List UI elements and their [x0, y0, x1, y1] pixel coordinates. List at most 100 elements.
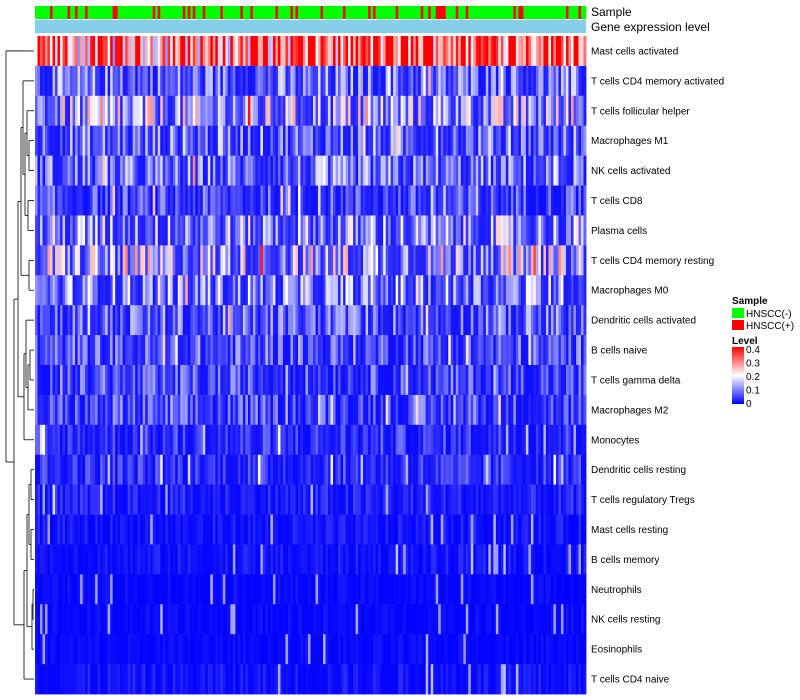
- heatmap-cell: [210, 215, 214, 246]
- heatmap-cell: [155, 365, 159, 396]
- heatmap-cell: [398, 36, 402, 67]
- heatmap-cell: [375, 394, 379, 426]
- heatmap-cell: [358, 634, 361, 665]
- heatmap-cell: [410, 544, 414, 575]
- heatmap-cell: [463, 125, 467, 157]
- heatmap-cell: [177, 365, 181, 396]
- heatmap-cell: [62, 365, 66, 396]
- heatmap-cell: [463, 65, 467, 97]
- heatmap-cell: [270, 544, 274, 575]
- heatmap-cell: [160, 95, 164, 127]
- heatmap-cell: [520, 245, 524, 276]
- heatmap-cell: [207, 65, 211, 97]
- heatmap-cell: [165, 574, 169, 605]
- heatmap-cell: [152, 424, 156, 456]
- heatmap-cell: [65, 394, 68, 426]
- heatmap-cell: [240, 394, 244, 426]
- heatmap-cell: [373, 424, 377, 456]
- heatmap-cell: [230, 454, 234, 486]
- heatmap-cell: [100, 36, 104, 67]
- heatmap-cell: [67, 365, 71, 396]
- heatmap-cell: [67, 544, 71, 575]
- heatmap-cell: [540, 394, 544, 426]
- heatmap-cell: [287, 305, 291, 336]
- heatmap-cell: [127, 484, 131, 515]
- heatmap-cell: [378, 305, 382, 336]
- heatmap-cell: [570, 394, 574, 426]
- heatmap-cell: [503, 544, 507, 575]
- heatmap-cell: [440, 305, 444, 336]
- heatmap-cell: [548, 36, 552, 67]
- heatmap-cell: [418, 335, 422, 366]
- heatmap-cell: [240, 245, 244, 276]
- heatmap-cell: [340, 305, 344, 336]
- heatmap-cell: [47, 604, 51, 635]
- heatmap-cell: [438, 514, 442, 545]
- heatmap-cell: [260, 245, 264, 276]
- heatmap-cell: [498, 185, 502, 216]
- heatmap-cell: [50, 95, 53, 127]
- heatmap-cell: [260, 365, 264, 396]
- heatmap-cell: [245, 305, 249, 336]
- heatmap-cell: [102, 155, 106, 186]
- heatmap-cell: [320, 484, 324, 515]
- heatmap-cell: [130, 275, 134, 306]
- heatmap-cell: [505, 394, 509, 426]
- heatmap-cell: [313, 574, 316, 605]
- heatmap-cell: [265, 305, 269, 336]
- heatmap-cell: [373, 544, 377, 575]
- heatmap-cell: [212, 424, 216, 456]
- heatmap-cell: [568, 185, 572, 216]
- heatmap-cell: [390, 245, 394, 276]
- heatmap-cell: [145, 215, 149, 246]
- heatmap-cell: [485, 305, 489, 336]
- heatmap-cell: [290, 544, 294, 575]
- heatmap-cell: [318, 185, 321, 216]
- heatmap-cell: [575, 36, 579, 67]
- heatmap-cell: [40, 95, 43, 127]
- heatmap-cell: [468, 275, 472, 306]
- heatmap-cell: [182, 604, 186, 635]
- heatmap-cell: [330, 634, 334, 665]
- heatmap-cell: [115, 335, 119, 366]
- heatmap-cell: [385, 604, 389, 635]
- heatmap-cell: [300, 365, 304, 396]
- heatmap-cell: [420, 634, 424, 665]
- heatmap-cell: [100, 544, 104, 575]
- heatmap-cell: [47, 424, 51, 456]
- heatmap-cell: [400, 215, 404, 246]
- heatmap-cell: [343, 394, 346, 426]
- heatmap-cell: [380, 514, 384, 545]
- heatmap-cell: [140, 245, 144, 276]
- heatmap-cell: [67, 484, 71, 515]
- heatmap-cell: [227, 36, 231, 67]
- heatmap-cell: [112, 394, 116, 426]
- heatmap-cell: [297, 604, 301, 635]
- heatmap-cell: [508, 365, 512, 396]
- heatmap-cell: [400, 484, 404, 515]
- heatmap-cell: [227, 215, 231, 246]
- heatmap-cell: [147, 65, 151, 97]
- heatmap-cell: [418, 514, 422, 545]
- heatmap-cell: [513, 125, 517, 157]
- heatmap-cell: [370, 544, 374, 575]
- heatmap-cell: [430, 185, 434, 216]
- heatmap-cell: [338, 95, 341, 127]
- heatmap-cell: [170, 574, 174, 605]
- heatmap-cell: [508, 185, 512, 216]
- heatmap-cell: [35, 36, 38, 67]
- heatmap-cell: [548, 305, 552, 336]
- heatmap-cell: [545, 634, 549, 665]
- heatmap-cell: [47, 185, 51, 216]
- sample-annotation-cell: [247, 6, 251, 19]
- heatmap-cell: [340, 574, 344, 605]
- heatmap-cell: [130, 544, 134, 575]
- heatmap-cell: [555, 275, 559, 306]
- heatmap-cell: [483, 394, 487, 426]
- heatmap-cell: [513, 275, 517, 306]
- heatmap-cell: [313, 215, 316, 246]
- heatmap-cell: [320, 125, 324, 157]
- heatmap-cell: [212, 95, 216, 127]
- heatmap-cell: [42, 65, 46, 97]
- heatmap-cell: [423, 275, 427, 306]
